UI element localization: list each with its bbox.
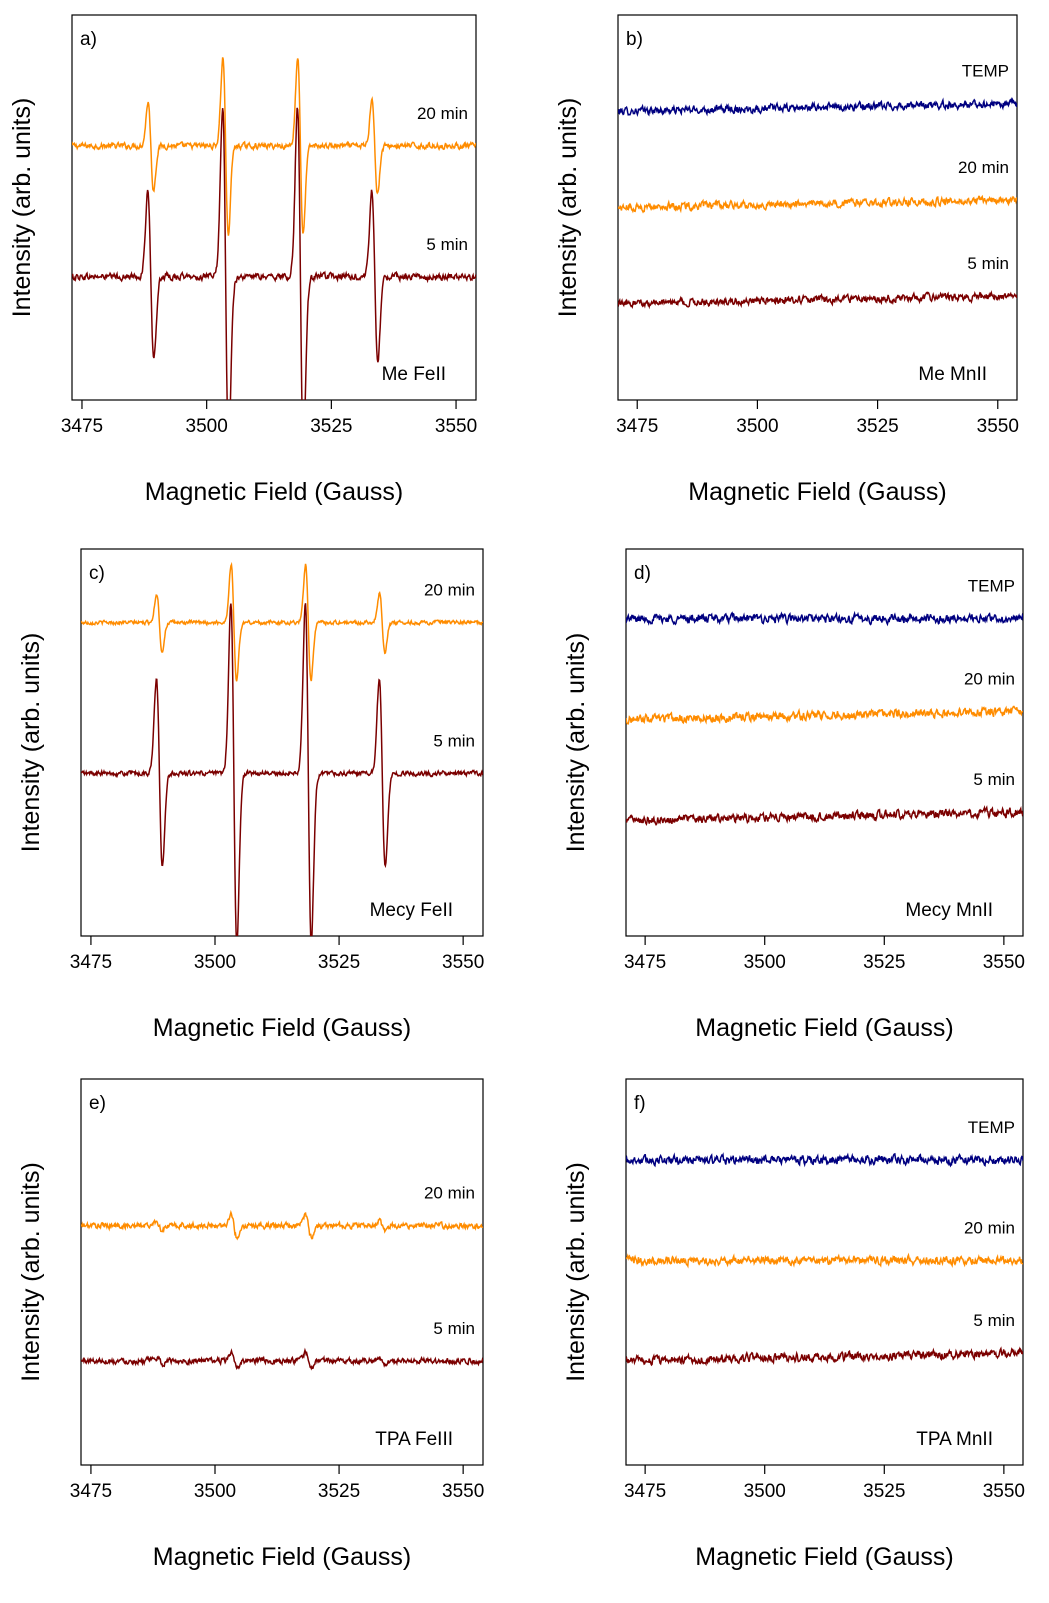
series-line <box>81 1347 483 1371</box>
panel-label: a) <box>80 29 97 50</box>
panel-label: b) <box>626 29 643 50</box>
x-tick-label: 3500 <box>194 1481 236 1502</box>
panel-b: 3475 3500 3525 3550 Magnetic Field (Gauss) In… <box>554 14 1019 506</box>
series-label: TEMP <box>968 577 1015 596</box>
series-label: 5 min <box>973 1311 1015 1330</box>
panel-label: e) <box>89 1093 106 1114</box>
series-label: 20 min <box>424 1184 475 1203</box>
y-axis-label: Intensity (arb. units) <box>562 633 590 853</box>
series-label: 5 min <box>433 731 475 750</box>
series-label: TEMP <box>968 1118 1015 1137</box>
x-tick-label: 3525 <box>863 952 905 973</box>
series-line <box>626 610 1023 627</box>
sample-annotation: Mecy MnII <box>905 900 993 921</box>
x-tick-label: 3550 <box>977 416 1019 437</box>
y-axis-label: Intensity (arb. units) <box>17 633 45 853</box>
x-tick-label: 3500 <box>186 416 228 437</box>
series-label: 20 min <box>424 580 475 599</box>
panel-label: d) <box>634 563 651 584</box>
x-tick-label: 3500 <box>744 1481 786 1502</box>
x-tick-label: 3550 <box>435 416 477 437</box>
sample-annotation: Me MnII <box>918 364 987 385</box>
sample-annotation: TPA MnII <box>916 1429 993 1450</box>
x-tick-label: 3475 <box>70 952 112 973</box>
series-label: 5 min <box>426 235 468 254</box>
x-axis-label: Magnetic Field (Gauss) <box>145 478 403 506</box>
x-tick-label: 3500 <box>744 952 786 973</box>
panel-a: 3475 3500 3525 3550 Magnetic Field (Gauss) In… <box>8 14 477 506</box>
x-axis-label: Magnetic Field (Gauss) <box>695 1014 953 1042</box>
plot-frame <box>625 1078 1024 1466</box>
x-tick-label: 3475 <box>624 952 666 973</box>
series-line <box>626 1346 1023 1367</box>
panel-label: c) <box>89 563 105 584</box>
sample-annotation: TPA FeIII <box>375 1429 453 1450</box>
x-tick-label: 3500 <box>736 416 778 437</box>
series-label: 5 min <box>967 254 1009 273</box>
panel-f: 3475 3500 3525 3550 Magnetic Field (Gauss) In… <box>562 1078 1025 1571</box>
series-label: 20 min <box>417 104 468 123</box>
x-tick-label: 3475 <box>70 1481 112 1502</box>
x-tick-label: 3550 <box>442 952 484 973</box>
series-line <box>618 194 1017 214</box>
series-line <box>626 1252 1023 1269</box>
series-line <box>81 603 483 936</box>
x-tick-label: 3550 <box>983 1481 1025 1502</box>
series-line <box>618 290 1017 310</box>
panel-label: f) <box>634 1093 646 1114</box>
x-tick-label: 3500 <box>194 952 236 973</box>
x-tick-label: 3550 <box>983 952 1025 973</box>
x-tick-label: 3525 <box>863 1481 905 1502</box>
series-line <box>618 96 1017 117</box>
series-line <box>626 1152 1023 1168</box>
series-line <box>81 561 483 682</box>
series-line <box>72 107 476 400</box>
series-line <box>72 57 476 236</box>
plot-frame <box>71 14 477 401</box>
x-axis-label: Magnetic Field (Gauss) <box>695 1543 953 1571</box>
panel-c: 3475 3500 3525 3550 Magnetic Field (Gauss) In… <box>17 548 484 1042</box>
x-tick-label: 3475 <box>616 416 658 437</box>
x-tick-label: 3525 <box>318 1481 360 1502</box>
plot-frame <box>80 1078 484 1466</box>
series-line <box>626 804 1023 826</box>
x-tick-label: 3475 <box>61 416 103 437</box>
x-axis-label: Magnetic Field (Gauss) <box>153 1543 411 1571</box>
x-tick-label: 3550 <box>442 1481 484 1502</box>
y-axis-label: Intensity (arb. units) <box>562 1162 590 1382</box>
x-tick-label: 3525 <box>318 952 360 973</box>
series-label: 5 min <box>973 770 1015 789</box>
y-axis-label: Intensity (arb. units) <box>8 98 36 318</box>
y-axis-label: Intensity (arb. units) <box>554 98 582 318</box>
series-label: 20 min <box>958 158 1009 177</box>
x-tick-label: 3525 <box>856 416 898 437</box>
series-label: 5 min <box>433 1319 475 1338</box>
x-axis-label: Magnetic Field (Gauss) <box>153 1014 411 1042</box>
y-axis-label: Intensity (arb. units) <box>17 1162 45 1382</box>
x-axis-label: Magnetic Field (Gauss) <box>688 478 946 506</box>
x-tick-label: 3525 <box>310 416 352 437</box>
x-tick-label: 3475 <box>624 1481 666 1502</box>
sample-annotation: Mecy FeII <box>370 900 453 921</box>
plot-frame <box>80 548 484 937</box>
panel-e: 3475 3500 3525 3550 Magnetic Field (Gauss) In… <box>17 1078 484 1571</box>
panel-d: 3475 3500 3525 3550 Magnetic Field (Gauss) In… <box>562 548 1025 1042</box>
sample-annotation: Me FeII <box>382 364 446 385</box>
series-label: 20 min <box>964 669 1015 688</box>
series-line <box>81 1209 483 1241</box>
plot-frame <box>625 548 1024 937</box>
series-label: TEMP <box>962 62 1009 81</box>
series-label: 20 min <box>964 1218 1015 1237</box>
series-line <box>626 705 1023 725</box>
